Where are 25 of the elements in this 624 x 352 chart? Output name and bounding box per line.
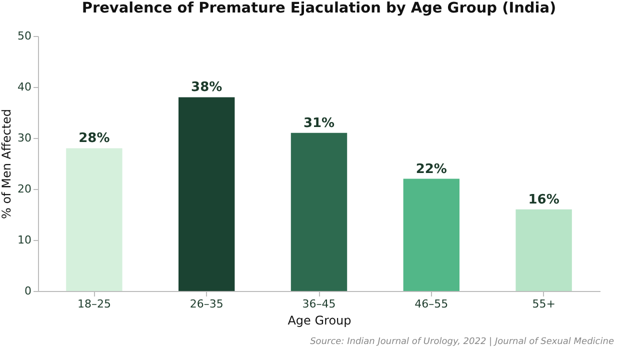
data-label: 31%	[303, 116, 335, 131]
bar	[66, 148, 122, 291]
x-tick-label: 36–45	[302, 298, 336, 310]
bar	[403, 178, 460, 291]
y-tick-label: 20	[18, 182, 32, 196]
chart-title: Prevalence of Premature Ejaculation by Age Group (India)	[82, 0, 556, 16]
x-tick-label: 55+	[532, 298, 556, 310]
y-tick-label: 30	[18, 132, 32, 144]
y-axis-title: % of Men Affected	[0, 109, 14, 219]
x-axis-title: Age Group	[288, 314, 352, 328]
data-label: 38%	[191, 80, 222, 96]
bar	[516, 209, 572, 291]
y-tick-label: 50	[18, 30, 32, 42]
data-label: 16%	[528, 192, 560, 208]
y-tick-label: 40	[18, 80, 32, 94]
x-tick-label: 46–55	[414, 298, 448, 310]
y-tick-label: 0	[24, 284, 32, 298]
y-tick-label: 10	[18, 234, 32, 246]
x-tick-label: 18–25	[77, 298, 111, 310]
bar	[290, 132, 348, 291]
data-label: 22%	[416, 162, 447, 177]
data-label: 28%	[78, 131, 110, 146]
bar	[178, 97, 235, 291]
source-note: Source: Indian Journal of Urology, 2022 | Journal of Sexual Medicine	[310, 337, 614, 347]
x-tick-label: 26–35	[190, 298, 224, 310]
